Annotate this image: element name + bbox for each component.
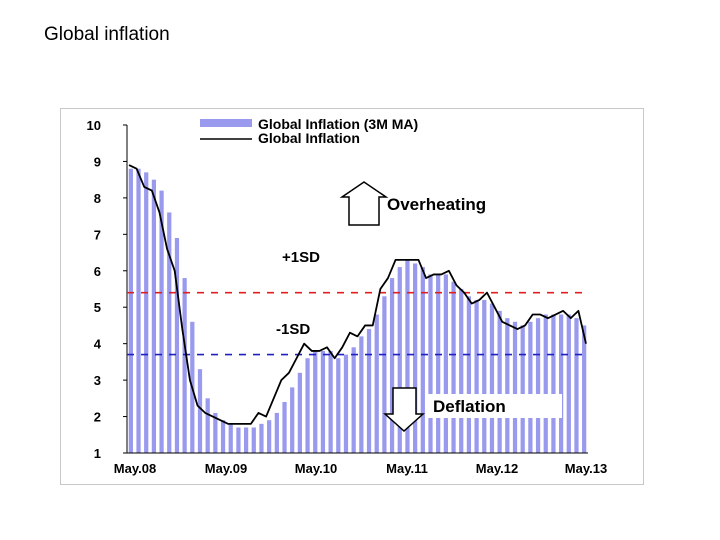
- y-tick-label: 7: [94, 227, 101, 242]
- bar: [574, 318, 579, 453]
- bar: [197, 369, 203, 453]
- bar: [474, 299, 479, 453]
- y-axis: 1 2 3 4 5 6 7 8 9 10: [87, 118, 128, 461]
- bar: [582, 325, 587, 453]
- y-tick-label: 10: [87, 118, 101, 133]
- bar: [366, 329, 372, 453]
- x-tick-label: May.13: [565, 461, 607, 476]
- bar: [551, 314, 556, 453]
- y-tick-label: 5: [94, 300, 101, 315]
- deflation-label: Deflation: [433, 397, 506, 416]
- bar: [151, 179, 157, 454]
- bar: [505, 318, 510, 453]
- legend-bar-label: Global Inflation (3M MA): [258, 116, 418, 132]
- bar: [559, 314, 564, 453]
- bar: [236, 427, 241, 453]
- bar: [205, 398, 210, 453]
- legend-bar-swatch: [200, 119, 252, 127]
- ref-label-plus-1sd: +1SD: [282, 249, 320, 266]
- bar: [243, 427, 249, 453]
- bar: [159, 190, 164, 453]
- y-tick-label: 6: [94, 264, 101, 279]
- slide-title: Global inflation: [44, 24, 170, 45]
- bar: [374, 314, 379, 453]
- bar: [543, 314, 548, 453]
- bar: [459, 289, 464, 453]
- y-tick-label: 8: [94, 191, 101, 206]
- bar: [405, 259, 410, 453]
- bar: [251, 427, 256, 453]
- x-axis: May.08 May.09 May.10 May.11 May.12 May.13: [114, 452, 607, 476]
- bar: [451, 281, 456, 453]
- bar: [466, 296, 472, 453]
- y-tick-label: 1: [94, 446, 101, 461]
- x-tick-label: May.10: [295, 461, 337, 476]
- bar: [489, 303, 495, 453]
- bar: [182, 278, 187, 453]
- bar: [420, 267, 425, 453]
- bar: [290, 387, 295, 453]
- bar: [397, 267, 402, 453]
- bar: [259, 423, 264, 453]
- bar: [413, 263, 418, 453]
- bar: [282, 401, 287, 453]
- x-tick-label: May.09: [205, 461, 247, 476]
- bar: [128, 168, 133, 454]
- x-tick-label: May.08: [114, 461, 156, 476]
- bar: [382, 296, 387, 453]
- bar: [136, 168, 141, 454]
- bar: [497, 310, 502, 453]
- bar: [520, 325, 525, 453]
- line-series: [128, 164, 587, 425]
- down-arrow-icon: [383, 387, 425, 433]
- y-tick-label: 9: [94, 154, 101, 169]
- bar: [566, 314, 571, 453]
- bar: [343, 354, 349, 453]
- bar: [228, 423, 233, 453]
- bar: [220, 420, 226, 453]
- overheating-annotation: Overheating: [339, 181, 486, 226]
- bar: [144, 172, 149, 453]
- bar: [297, 372, 302, 453]
- legend-line-label: Global Inflation: [258, 130, 360, 146]
- bar: [482, 299, 487, 453]
- deflation-label-bg: [428, 394, 562, 418]
- y-tick-label: 2: [94, 410, 101, 425]
- bar: [389, 278, 395, 453]
- bar-series: [128, 168, 587, 454]
- bar: [213, 412, 218, 453]
- bar: [528, 321, 533, 453]
- reference-lines: [127, 291, 588, 356]
- bar: [512, 321, 518, 453]
- overheating-label: Overheating: [387, 195, 486, 214]
- y-tick-label: 4: [94, 337, 102, 352]
- bar: [443, 274, 448, 453]
- bar: [174, 237, 180, 453]
- bar: [167, 212, 172, 453]
- bar: [328, 350, 333, 453]
- bar: [267, 420, 272, 453]
- bar: [351, 347, 356, 453]
- x-tick-label: May.12: [476, 461, 518, 476]
- bar: [336, 358, 341, 453]
- bar: [535, 318, 541, 453]
- bar: [359, 336, 364, 453]
- deflation-annotation: Deflation: [383, 387, 562, 433]
- bar: [320, 350, 326, 453]
- y-tick-label: 3: [94, 373, 101, 388]
- x-tick-label: May.11: [386, 461, 428, 476]
- bar: [313, 350, 318, 453]
- ref-label-minus-1sd: -1SD: [276, 321, 310, 338]
- bar: [274, 412, 279, 453]
- bar: [305, 358, 310, 453]
- bar: [436, 274, 441, 453]
- bar: [428, 274, 433, 453]
- up-arrow-icon: [339, 181, 389, 226]
- series-line: [128, 164, 587, 425]
- legend: Global Inflation (3M MA) Global Inflatio…: [200, 116, 418, 146]
